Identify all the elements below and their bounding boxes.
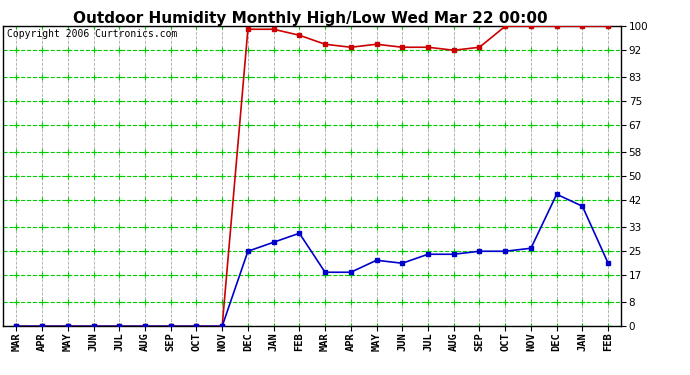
Text: Copyright 2006 Curtronics.com: Copyright 2006 Curtronics.com — [6, 29, 177, 39]
Text: Outdoor Humidity Monthly High/Low Wed Mar 22 00:00: Outdoor Humidity Monthly High/Low Wed Ma… — [73, 11, 548, 26]
